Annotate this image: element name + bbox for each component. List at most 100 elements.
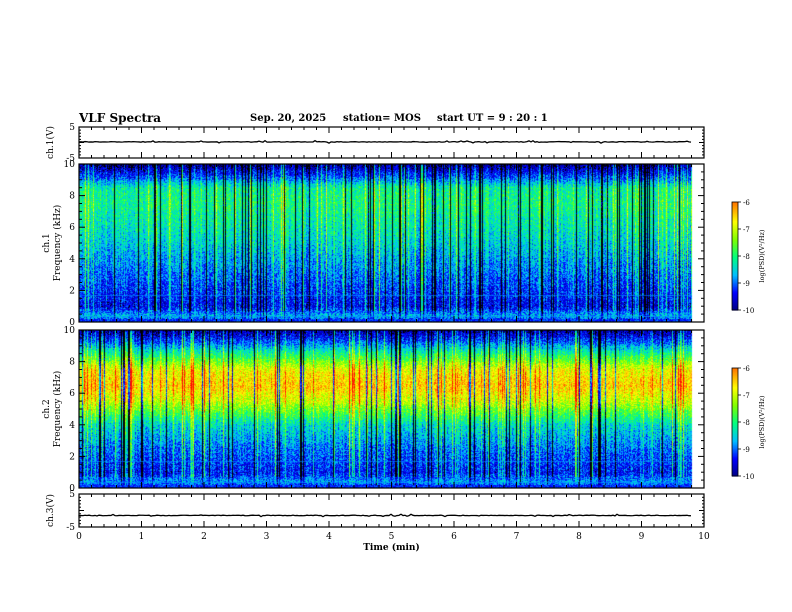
voltage-trace-ch3 — [78, 513, 692, 518]
colorbar-segment — [732, 454, 738, 457]
colorbar-segment — [732, 287, 738, 289]
y-axis-label-4: ch.3(V) — [45, 494, 56, 527]
y-tick-label: 2 — [69, 452, 75, 462]
colorbar-segment — [732, 283, 738, 285]
colorbar-segment — [732, 253, 738, 256]
x-tick-label: 4 — [326, 532, 332, 542]
colorbar-segment — [732, 293, 738, 296]
colorbar-segment — [732, 409, 738, 412]
colorbar-segment — [732, 281, 738, 284]
colorbar-segment — [732, 416, 738, 419]
colorbar-segment — [732, 413, 738, 416]
colorbar-segment — [732, 376, 738, 379]
colorbar-segment — [732, 234, 738, 237]
colorbar-segment — [732, 393, 738, 396]
colorbar-segment — [732, 297, 738, 300]
colorbar-segment — [732, 446, 738, 449]
colorbar-segment — [732, 269, 738, 272]
colorbar-segment — [732, 396, 738, 399]
colorbar-segment — [732, 377, 738, 380]
colorbar-segment — [732, 386, 738, 389]
colorbar-segment — [732, 242, 738, 245]
colorbar-segment — [732, 273, 738, 276]
colorbar-segment — [732, 249, 738, 252]
colorbar-segment — [732, 382, 738, 385]
y-axis-label-line: ch.2 — [42, 399, 52, 418]
y-tick-label: 6 — [69, 223, 75, 233]
colorbar-segment — [732, 368, 738, 370]
colorbar-segment — [732, 419, 738, 422]
station-label: station= MOS — [343, 113, 421, 124]
colorbar-segment — [732, 453, 738, 455]
colorbar-segment — [732, 206, 738, 208]
colorbar-segment — [732, 442, 738, 445]
colorbar-tick-label: -9 — [743, 446, 750, 454]
colorbar-segment — [732, 305, 738, 308]
colorbar-segment — [732, 427, 738, 430]
colorbar-segment — [732, 408, 738, 411]
colorbar-segment — [732, 428, 738, 431]
colorbar-segment — [732, 278, 738, 281]
colorbar-segment — [732, 208, 738, 211]
colorbar-segment — [732, 400, 738, 403]
colorbar-segment — [732, 295, 738, 298]
colorbar-segment — [732, 241, 738, 244]
y-tick-label: 4 — [69, 255, 75, 265]
colorbar-segment — [732, 397, 738, 400]
colorbar-segment — [732, 230, 738, 233]
colorbar-segment — [732, 226, 738, 229]
y-axis-label-3: ch.2 Frequency (kHz) — [42, 371, 63, 448]
colorbar-tick-label: -6 — [743, 199, 750, 207]
colorbar-segment — [732, 431, 738, 434]
colorbar-segment — [732, 459, 738, 462]
voltage-trace-ch1 — [78, 139, 692, 144]
date-label: Sep. 20, 2025 — [250, 113, 327, 124]
colorbar-segment — [732, 214, 738, 217]
colorbar-segment — [732, 303, 738, 306]
x-tick-label: 5 — [389, 532, 395, 542]
colorbar-segment — [732, 203, 738, 206]
y-tick-label: -5 — [66, 154, 75, 164]
colorbar-segment — [732, 239, 738, 242]
colorbar-segment — [732, 439, 738, 442]
y-tick-label: 5 — [69, 123, 75, 133]
colorbar-segment — [732, 469, 738, 472]
colorbar-segment — [732, 299, 738, 302]
colorbar-segment — [732, 227, 738, 230]
colorbar-segment — [732, 412, 738, 415]
colorbar-tick-label: -10 — [743, 307, 754, 315]
colorbar-segment — [732, 256, 738, 258]
colorbar-segment — [732, 430, 738, 433]
colorbar-segment — [732, 277, 738, 280]
colorbar-segment — [732, 204, 738, 207]
colorbar-segment — [732, 435, 738, 438]
colorbar-segment — [732, 432, 738, 435]
y-tick-label: 5 — [69, 490, 75, 500]
y-tick-label: 10 — [64, 160, 76, 170]
colorbar-segment — [732, 215, 738, 218]
colorbar-segment — [732, 455, 738, 458]
colorbar-tick-label: -7 — [743, 392, 750, 400]
colorbar-segment — [732, 378, 738, 381]
colorbar-segment — [732, 451, 738, 454]
colorbar-segment — [732, 374, 738, 377]
colorbar-segment — [732, 260, 738, 262]
y-tick-label: 0 — [69, 484, 75, 494]
colorbar-segment — [732, 470, 738, 473]
colorbar-segment — [732, 373, 738, 376]
colorbar-segment — [732, 415, 738, 418]
colorbar-segment — [732, 380, 738, 383]
colorbar-segment — [732, 218, 738, 221]
colorbar-segment — [732, 422, 738, 424]
colorbar-segment — [732, 264, 738, 267]
y-axis-label-2: ch.1 Frequency (kHz) — [42, 205, 63, 282]
colorbar-segment — [732, 458, 738, 461]
colorbar-segment — [732, 301, 738, 304]
colorbar-segment — [732, 207, 738, 210]
colorbar-segment — [732, 224, 738, 227]
colorbar-segment — [732, 304, 738, 307]
y-tick-label: 2 — [69, 286, 75, 296]
colorbar-tick-label: -6 — [743, 365, 750, 373]
colorbar-tick-label: -7 — [743, 226, 750, 234]
